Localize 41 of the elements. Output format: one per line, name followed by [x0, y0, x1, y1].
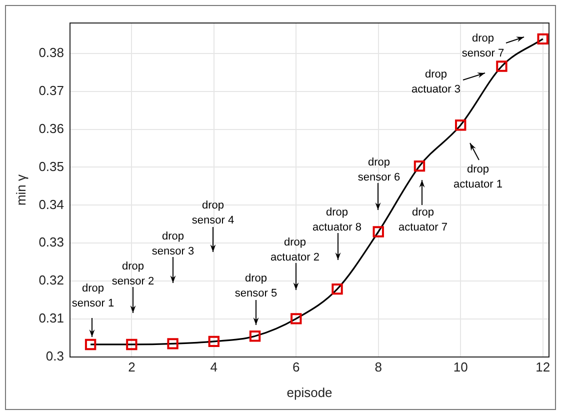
y-tick-label: 0.36 — [38, 120, 64, 136]
annotation: drop actuator 8 — [312, 206, 362, 234]
point — [249, 330, 261, 342]
y-axis-title: min γ — [13, 174, 28, 206]
annotation: drop actuator 7 — [398, 206, 448, 234]
annotation: drop sensor 5 — [234, 272, 278, 300]
point — [84, 338, 96, 350]
y-tick-label: 0.35 — [38, 158, 64, 174]
annotation: drop sensor 2 — [112, 260, 154, 288]
point — [290, 313, 302, 324]
annotation: drop sensor 7 — [462, 32, 504, 60]
x-tick-label: 6 — [292, 359, 300, 374]
point — [372, 226, 384, 238]
x-tick-label: 10 — [453, 359, 468, 374]
annotation: drop actuator 1 — [454, 164, 502, 191]
point — [332, 283, 343, 295]
x-tick-label: 12 — [536, 359, 550, 374]
x-tick-label: 8 — [374, 359, 382, 374]
y-tick-label: 0.31 — [38, 310, 64, 326]
x-tick-label: 2 — [128, 359, 136, 374]
annotation: drop sensor 4 — [192, 200, 234, 227]
annotation: drop actuator 2 — [270, 236, 320, 264]
y-tick-label: 0.38 — [38, 44, 64, 60]
annotation: drop sensor 1 — [72, 282, 114, 310]
point — [496, 60, 508, 72]
point — [537, 33, 548, 45]
y-tick-label: 0.34 — [38, 196, 64, 212]
annotation: drop sensor 6 — [358, 156, 400, 184]
y-tick-label: 0.33 — [38, 234, 64, 250]
point — [455, 120, 466, 131]
y-tick-label: 0.3 — [46, 348, 64, 364]
y-tick-label: 0.32 — [38, 272, 64, 288]
point — [167, 338, 178, 350]
point — [414, 160, 426, 172]
point — [126, 338, 138, 350]
point — [208, 336, 220, 348]
x-axis-title: episode — [286, 384, 332, 400]
annotation: drop sensor 3 — [152, 230, 194, 258]
annotation: drop actuator 3 — [412, 68, 460, 96]
x-tick-label: 4 — [210, 359, 218, 374]
y-tick-label: 0.37 — [38, 82, 64, 98]
